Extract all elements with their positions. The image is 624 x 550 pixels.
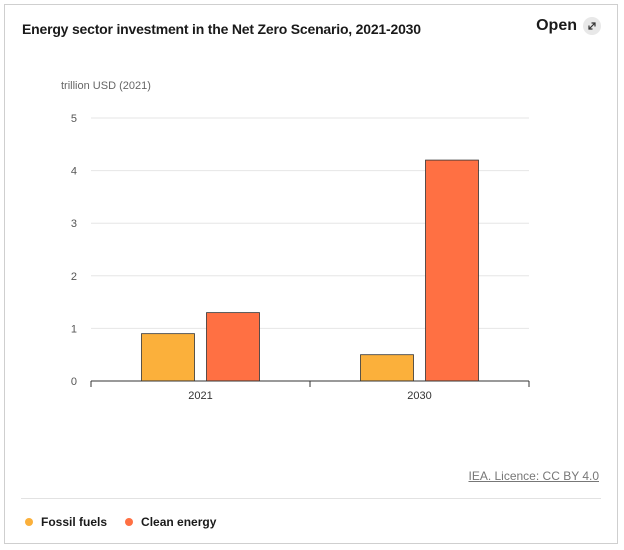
chart-card: Energy sector investment in the Net Zero… xyxy=(4,4,618,544)
y-axis-label: trillion USD (2021) xyxy=(61,80,151,92)
y-tick-label: 0 xyxy=(71,376,77,388)
y-tick-label: 2 xyxy=(71,271,77,283)
bar-fossil-fuels-2021 xyxy=(141,333,195,382)
legend-label-fossil-fuels: Fossil fuels xyxy=(41,515,108,529)
open-label: Open xyxy=(536,17,577,34)
chart-title: Energy sector investment in the Net Zero… xyxy=(22,21,421,37)
y-tick-label: 3 xyxy=(71,218,77,230)
x-tick-label: 2030 xyxy=(407,390,431,402)
y-tick-label: 4 xyxy=(71,166,77,178)
bar-fossil-fuels-2030 xyxy=(360,354,414,382)
expand-icon xyxy=(583,17,601,35)
legend-label-clean-energy: Clean energy xyxy=(141,515,217,529)
bar-clean-energy-2021 xyxy=(206,312,260,382)
divider xyxy=(21,498,601,499)
legend-item-fossil-fuels[interactable]: Fossil fuels xyxy=(25,515,107,529)
y-tick-label: 5 xyxy=(71,113,77,125)
y-tick-label: 1 xyxy=(71,323,77,335)
licence-link[interactable]: IEA. Licence: CC BY 4.0 xyxy=(468,469,599,483)
legend-dot-clean-energy xyxy=(125,518,134,526)
bar-chart: trillion USD (2021) 0 1 2 3 4 5 2021 2030 xyxy=(61,80,530,402)
legend: Fossil fuels Clean energy xyxy=(25,515,216,529)
legend-dot-fossil-fuels xyxy=(25,518,33,526)
bar-clean-energy-2030 xyxy=(425,159,479,382)
x-tick-label: 2021 xyxy=(188,390,212,402)
open-button[interactable]: Open xyxy=(536,17,601,35)
legend-item-clean-energy[interactable]: Clean energy xyxy=(125,515,216,529)
